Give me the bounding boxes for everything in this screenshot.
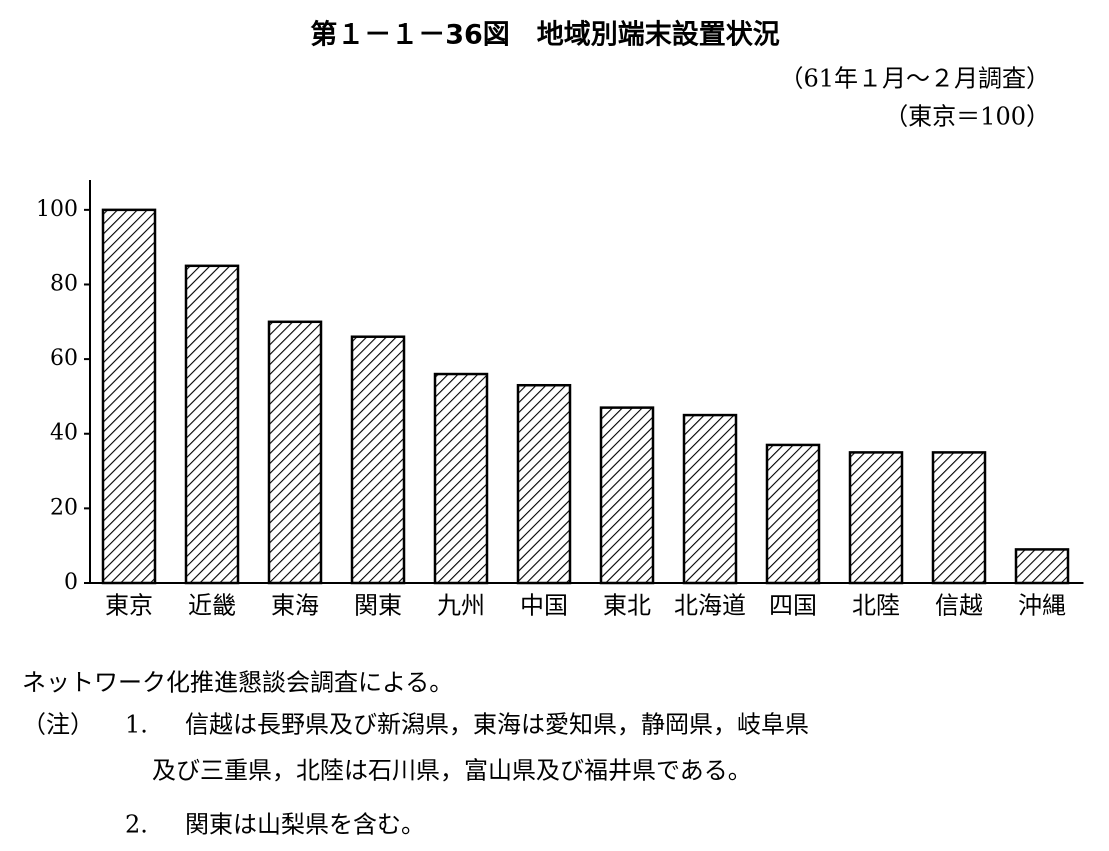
bar: [184, 264, 240, 585]
bar: [267, 320, 323, 585]
bar: [931, 451, 987, 585]
x-tick-label: 中国: [520, 592, 568, 620]
bar: [765, 443, 821, 585]
subtitle: （61年１月～２月調査）: [779, 65, 1050, 93]
bar: [433, 372, 489, 585]
x-tick-label: 四国: [769, 592, 817, 620]
bar: [682, 413, 738, 585]
subtitle: （東京＝100）: [884, 103, 1050, 131]
bar: [848, 451, 904, 585]
x-tick-label: 東京: [105, 592, 153, 620]
x-tick-label: 近畿: [188, 592, 236, 620]
chart-title: 第１－１－36図 地域別端末設置状況: [310, 19, 780, 51]
note-text: 関東は山梨県を含む。: [185, 811, 425, 839]
y-tick-label: 60: [50, 346, 78, 371]
bar: [599, 406, 655, 585]
y-tick-label: 40: [50, 421, 78, 446]
note-text: 信越は長野県及び新潟県，東海は愛知県，静岡県，岐阜県: [185, 711, 809, 739]
bar: [1014, 548, 1070, 585]
x-tick-label: 沖縄: [1018, 592, 1066, 620]
x-tick-label: 北海道: [674, 592, 746, 620]
note-number: 1.: [125, 711, 148, 739]
note-text: 及び三重県，北陸は石川県，富山県及び福井県である。: [152, 757, 752, 785]
x-tick-label: 九州: [437, 592, 485, 620]
x-tick-label: 東北: [603, 592, 651, 620]
bar: [350, 335, 406, 585]
x-tick-label: 信越: [935, 592, 983, 620]
y-tick-label: 0: [64, 570, 78, 595]
y-tick-label: 20: [50, 495, 78, 520]
bar: [516, 383, 572, 585]
note-number: 2.: [125, 811, 148, 839]
x-tick-label: 関東: [354, 592, 402, 620]
y-tick-label: 80: [50, 271, 78, 296]
source-note: ネットワーク化推進懇談会調査による。: [22, 669, 453, 697]
y-tick-label: 100: [36, 197, 78, 222]
x-tick-label: 北陸: [852, 592, 900, 620]
bar: [101, 208, 157, 585]
x-tick-label: 東海: [271, 592, 319, 620]
notes-label: （注）: [22, 711, 94, 739]
